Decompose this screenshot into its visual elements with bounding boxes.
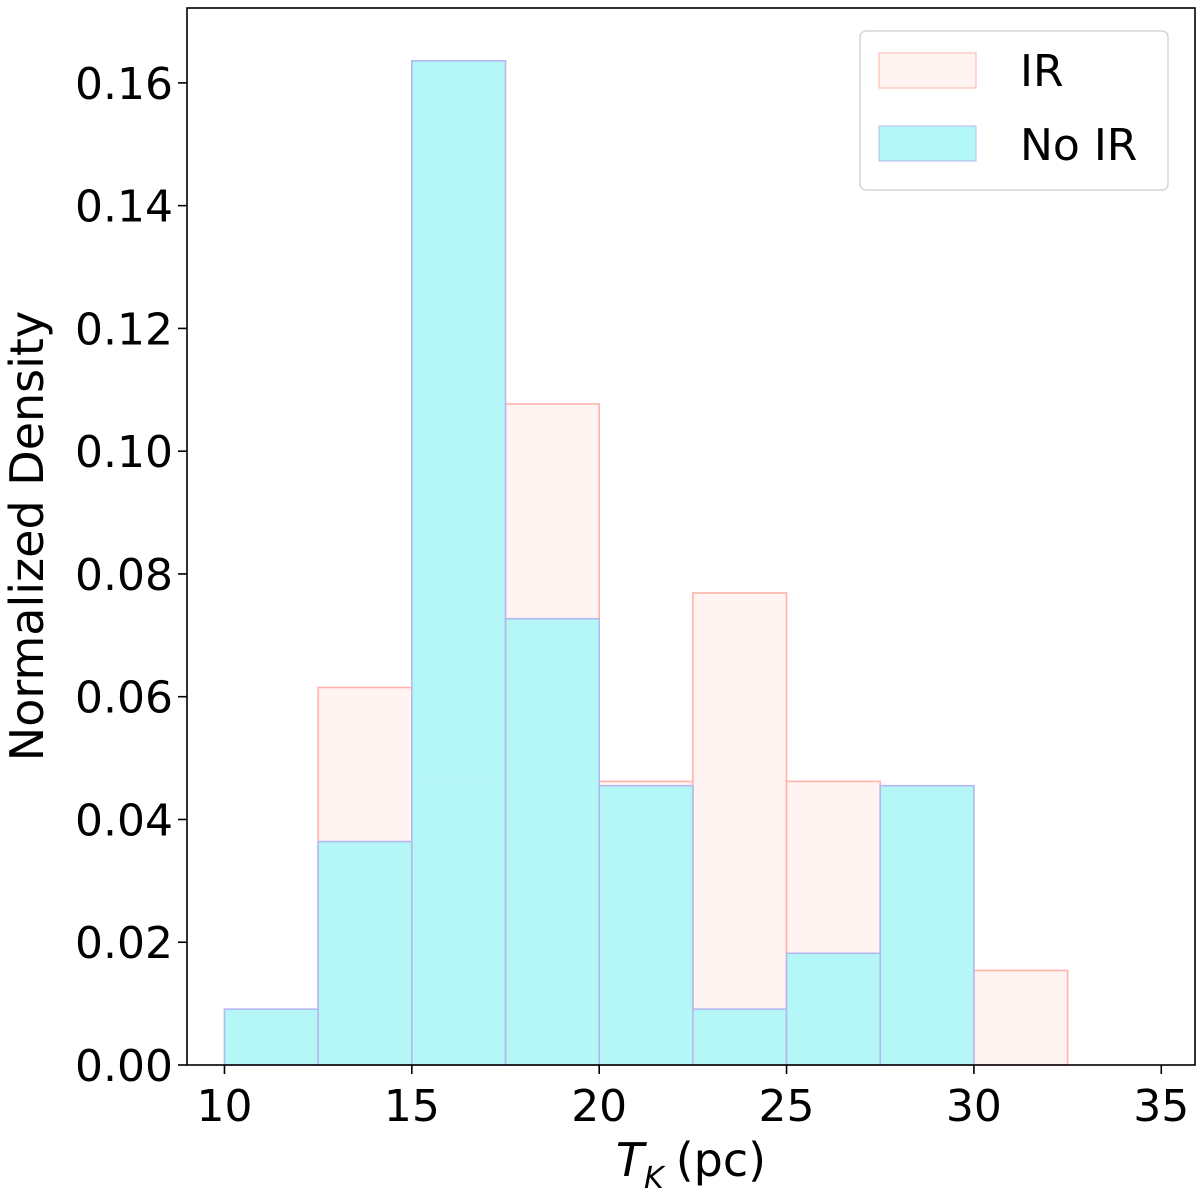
legend-swatch-ir bbox=[878, 52, 977, 89]
y-axis-ticks: 0.00 0.02 0.04 0.06 0.08 0.10 0.12 0.14 0.16 bbox=[75, 59, 187, 1092]
x-axis-label-symbol: T bbox=[616, 1133, 648, 1187]
bar-no-ir-bin-0 bbox=[223, 1008, 319, 1066]
x-tick-label: 15 bbox=[384, 1081, 440, 1132]
x-axis-ticks: 10 15 20 25 30 35 bbox=[196, 1065, 1189, 1132]
x-tick-label: 30 bbox=[946, 1081, 1002, 1132]
x-tick-label: 25 bbox=[759, 1081, 815, 1132]
y-tick-label: 0.06 bbox=[75, 673, 173, 724]
plot-frame bbox=[186, 7, 1196, 1066]
x-tick-label: 20 bbox=[571, 1081, 627, 1132]
bar-ir-bin-8 bbox=[973, 969, 1069, 1066]
bar-no-ir-bin-1 bbox=[317, 840, 413, 1066]
bar-no-ir-bin-7 bbox=[879, 784, 975, 1066]
x-axis-label: TK (pc) bbox=[616, 1133, 766, 1191]
y-tick-label: 0.02 bbox=[75, 918, 173, 969]
x-tick-label: 10 bbox=[196, 1081, 252, 1132]
y-tick-label: 0.00 bbox=[75, 1041, 173, 1092]
x-axis-label-unit: (pc) bbox=[676, 1133, 766, 1187]
legend-label-ir: IR bbox=[1020, 46, 1064, 97]
bar-no-ir-bin-6 bbox=[785, 952, 882, 1066]
bar-no-ir-bin-5 bbox=[692, 1008, 788, 1066]
y-axis-label: Normalized Density bbox=[0, 311, 54, 761]
bars-layer bbox=[223, 59, 1069, 1066]
x-tick-label: 35 bbox=[1133, 1081, 1189, 1132]
bar-no-ir-bin-2 bbox=[411, 59, 507, 1066]
legend-swatch-no-ir bbox=[878, 125, 977, 162]
y-tick-label: 0.14 bbox=[75, 182, 173, 233]
legend: IR No IR bbox=[859, 30, 1169, 191]
y-tick-label: 0.10 bbox=[75, 427, 173, 478]
y-tick-label: 0.08 bbox=[75, 550, 173, 601]
y-tick-label: 0.12 bbox=[75, 304, 173, 355]
bar-ir-bin-5 bbox=[692, 592, 788, 1066]
legend-label-no-ir: No IR bbox=[1020, 120, 1137, 171]
x-axis-label-subscript: K bbox=[644, 1161, 666, 1191]
y-tick-label: 0.04 bbox=[75, 795, 173, 846]
bar-no-ir-bin-3 bbox=[504, 617, 600, 1066]
bar-no-ir-bin-4 bbox=[598, 784, 694, 1066]
y-tick-label: 0.16 bbox=[75, 59, 173, 110]
